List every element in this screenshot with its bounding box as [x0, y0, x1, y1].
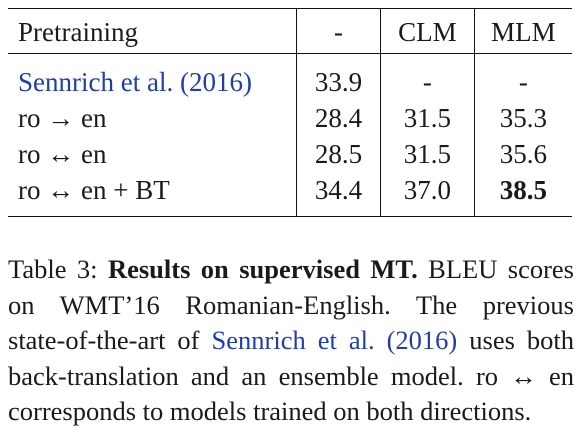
cell-value: 31.5	[379, 100, 475, 136]
header-pretraining: Pretraining	[18, 16, 138, 47]
cell-value: 34.4	[296, 172, 381, 217]
table-row: ro → en 28.4 31.5 35.3	[8, 100, 572, 136]
header-col-mlm: MLM	[473, 8, 572, 54]
cell-value: 28.5	[296, 136, 381, 172]
header-col-none: -	[296, 8, 381, 54]
cell-value: -	[473, 53, 572, 100]
header-col-clm: CLM	[379, 8, 475, 54]
cell-value: 37.0	[379, 172, 475, 217]
row-label: ro ↔ en + BT	[18, 174, 170, 205]
cell-value: 35.6	[473, 136, 572, 172]
caption-line-1: Table 3: Results on supervised MT. BLEU …	[8, 252, 574, 288]
table-row: ro ↔ en 28.5 31.5 35.6	[8, 136, 572, 172]
cell-value: -	[379, 53, 475, 100]
table-header-row: Pretraining - CLM MLM	[8, 8, 572, 54]
caption-line-4: back-translation and an ensemble model. …	[8, 360, 574, 391]
table-caption: Table 3: Results on supervised MT. BLEU …	[8, 252, 574, 430]
cell-value: 35.3	[473, 100, 572, 136]
caption-text: state-of-the-art of	[8, 325, 212, 355]
row-label: ro → en	[18, 102, 107, 133]
row-label: ro ↔ en	[18, 138, 107, 169]
table-row: ro ↔ en + BT 34.4 37.0 38.5	[8, 172, 572, 217]
caption-title: Results on supervised MT.	[107, 254, 418, 284]
cell-value-best: 38.5	[473, 172, 572, 217]
caption-line-3: state-of-the-art of Sennrich et al. (201…	[8, 323, 574, 359]
caption-text: uses both	[457, 325, 574, 355]
row-label-sennrich[interactable]: Sennrich et al. (2016)	[18, 66, 252, 97]
results-table: Pretraining - CLM MLM Sennrich et al. (2…	[8, 8, 572, 217]
caption-text: BLEU scores	[417, 254, 574, 284]
caption-prefix: Table 3:	[8, 254, 108, 284]
caption-line-5: corresponds to models trained on both di…	[8, 396, 532, 426]
cell-value: 28.4	[296, 100, 381, 136]
caption-citation-link[interactable]: Sennrich et al. (2016)	[211, 325, 458, 355]
cell-value: 31.5	[379, 136, 475, 172]
caption-line-2: on WMT’16 Romanian-English. The previous	[8, 289, 574, 320]
table-row: Sennrich et al. (2016) 33.9 - -	[8, 53, 572, 100]
results-table-container: Pretraining - CLM MLM Sennrich et al. (2…	[8, 8, 572, 217]
cell-value: 33.9	[296, 53, 381, 100]
